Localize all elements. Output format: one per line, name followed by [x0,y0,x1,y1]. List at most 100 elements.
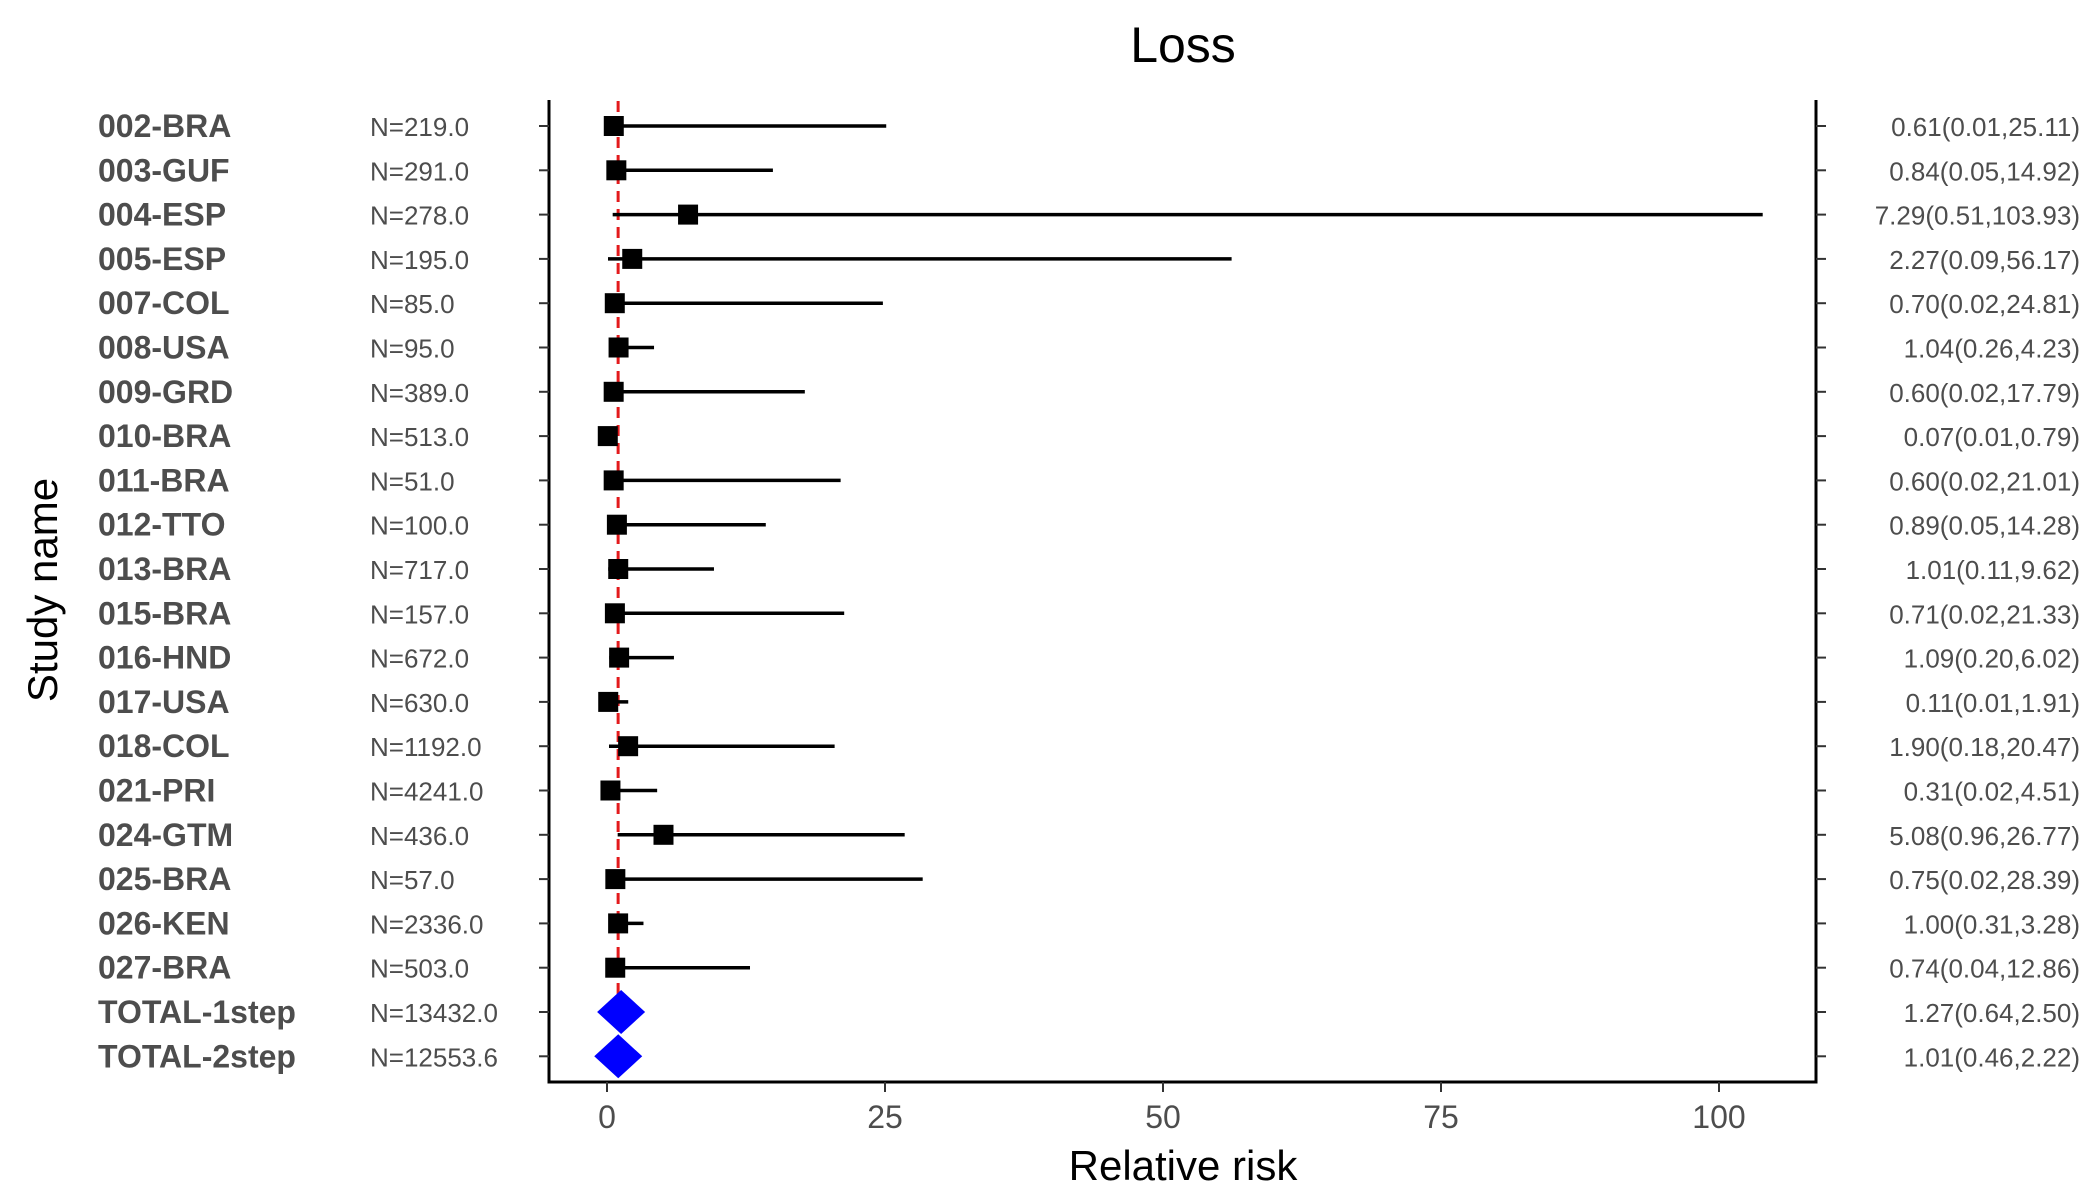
point-estimate-layer [594,116,699,1079]
pooled-estimate-diamond [594,1034,643,1079]
point-estimate [608,559,629,579]
estimate-ci-label: 1.01(0.11,9.62) [1906,555,2080,585]
point-estimate [603,116,624,136]
x-tick-label: 50 [1145,1099,1181,1135]
sample-size-label: N=13432.0 [370,998,498,1028]
estimate-ci-label: 0.71(0.02,21.33) [1889,599,2080,629]
point-estimate [606,514,627,535]
point-estimate [608,913,629,934]
sample-size-label: N=717.0 [370,555,469,585]
estimate-ci-label: 0.84(0.05,14.92) [1889,156,2080,186]
point-estimate [605,869,626,890]
point-estimate [603,470,624,491]
estimate-ci-label: 0.89(0.05,14.28) [1889,511,2080,541]
point-estimate [597,426,618,447]
sample-size-label: N=4241.0 [370,777,483,807]
study-label: 025-BRA [98,861,231,897]
estimate-ci-label: 2.27(0.09,56.17) [1889,245,2080,275]
sample-size-label: N=85.0 [370,289,455,319]
sample-size-label: N=513.0 [370,422,469,452]
axis-layer: 0 25 50 75 100 [539,100,1826,1135]
estimate-ci-label: 0.60(0.02,17.79) [1889,378,2080,408]
estimate-ci-label: 0.11(0.01,1.91) [1906,688,2080,718]
study-label: 007-COL [98,285,230,321]
sample-size-label: N=630.0 [370,688,469,718]
sample-size-label: N=389.0 [370,378,469,408]
study-label: 012-TTO [98,507,225,543]
estimate-ci-label: 1.01(0.46,2.22) [1904,1042,2080,1072]
x-tick-label: 0 [598,1099,616,1135]
study-label: 021-PRI [98,773,215,809]
estimate-ci-label: 1.00(0.31,3.28) [1904,909,2080,939]
estimate-ci-label: 0.74(0.04,12.86) [1889,954,2080,984]
estimate-ci-label: 1.04(0.26,4.23) [1904,334,2080,364]
estimate-ci-label: 1.09(0.20,6.02) [1904,644,2080,674]
estimate-ci-label: 0.60(0.02,21.01) [1889,466,2080,496]
sample-size-label: N=219.0 [370,112,469,142]
study-label: 005-ESP [98,241,226,277]
sample-size-label: N=157.0 [370,599,469,629]
sample-size-label: N=51.0 [370,466,455,496]
point-estimate [604,603,625,624]
estimate-ci-label: 1.27(0.64,2.50) [1904,998,2080,1028]
x-tick-label: 100 [1692,1099,1745,1135]
sample-size-label: N=12553.6 [370,1042,498,1072]
point-estimate [600,780,621,801]
sample-size-label: N=57.0 [370,865,455,895]
x-tick-label: 25 [867,1099,903,1135]
study-label: 013-BRA [98,551,231,587]
study-label: 002-BRA [98,108,231,144]
study-label: 010-BRA [98,418,231,454]
estimate-ci-label: 5.08(0.96,26.77) [1889,821,2080,851]
x-axis-title: Relative risk [1069,1142,1299,1189]
study-label: 026-KEN [98,905,230,941]
y-axis-title: Study name [19,478,66,702]
sample-size-label: N=100.0 [370,511,469,541]
estimate-ci-label: 0.70(0.02,24.81) [1889,289,2080,319]
chart-title: Loss [1130,17,1236,73]
sample-size-label: N=2336.0 [370,909,483,939]
point-estimate [622,248,643,269]
estimate-ci-label: 0.07(0.01,0.79) [1904,422,2080,452]
study-label: 016-HND [98,640,231,676]
point-estimate [598,691,619,712]
study-label: 003-GUF [98,152,230,188]
point-estimate [609,647,630,668]
sample-size-label: N=436.0 [370,821,469,851]
sample-size-label: N=278.0 [370,201,469,231]
sample-size-label: N=672.0 [370,644,469,674]
pooled-estimate-diamond [597,990,646,1034]
point-estimate [606,160,627,181]
estimate-ci-label: 0.61(0.01,25.11) [1891,112,2080,142]
study-label: 018-COL [98,728,230,764]
point-estimate [603,381,624,402]
study-label: 011-BRA [98,462,230,498]
x-tick-label: 75 [1423,1099,1459,1135]
study-label: 008-USA [98,330,230,366]
study-label: 009-GRD [98,374,233,410]
point-estimate [678,204,699,225]
study-label: 027-BRA [98,950,231,986]
study-label: 015-BRA [98,595,231,631]
study-label: 024-GTM [98,817,233,853]
sample-size-label: N=291.0 [370,156,469,186]
study-label: TOTAL-1step [98,994,296,1030]
point-estimate [608,337,629,358]
sample-size-label: N=503.0 [370,954,469,984]
point-estimate [605,957,626,978]
estimate-ci-label: 7.29(0.51,103.93) [1875,201,2080,231]
study-label: 017-USA [98,684,230,720]
point-estimate [604,293,625,314]
sample-size-label: N=1192.0 [370,732,482,762]
estimate-ci-label: 1.90(0.18,20.47) [1889,732,2080,762]
sample-size-label: N=95.0 [370,334,455,364]
study-label: 004-ESP [98,197,226,233]
study-label: TOTAL-2step [98,1038,296,1074]
sample-size-label: N=195.0 [370,245,469,275]
row-label-layer: 002-BRA N=219.0 0.61(0.01,25.11) 003-GUF N=2… [98,108,2080,1074]
point-estimate [618,736,639,757]
point-estimate [653,824,674,845]
estimate-ci-label: 0.31(0.02,4.51) [1904,777,2080,807]
confidence-interval-layer [607,124,1763,970]
